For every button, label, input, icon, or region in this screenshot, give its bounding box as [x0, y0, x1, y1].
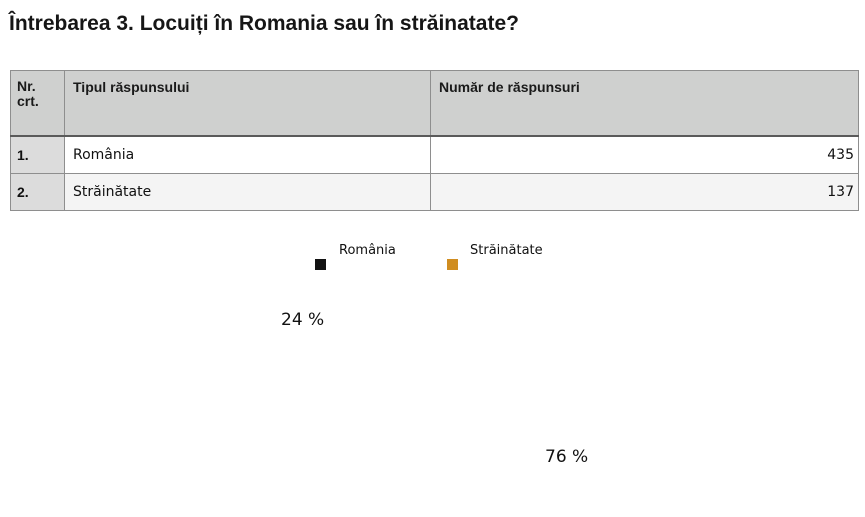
row-type: România: [64, 135, 431, 174]
legend-swatch-romania: [315, 259, 326, 270]
legend-label-romania: România: [339, 243, 396, 258]
legend-label-strainatate: Străinătate: [470, 243, 543, 258]
question-title: Întrebarea 3. Locuiți în Romania sau în …: [9, 12, 519, 35]
row-nr: 1.: [10, 135, 65, 174]
pie-label-strainatate: 24 %: [281, 310, 325, 330]
table-row: 2. Străinătate 137: [10, 173, 859, 211]
header-nr: Nr. crt.: [10, 70, 65, 137]
header-type: Tipul răspunsului: [64, 70, 431, 137]
row-nr: 2.: [10, 173, 65, 211]
row-count: 435: [430, 135, 859, 174]
pie-label-romania: 76 %: [545, 447, 589, 467]
legend-swatch-strainatate: [447, 259, 458, 270]
answers-table: Nr. crt. Tipul răspunsului Număr de răsp…: [10, 70, 859, 211]
row-type: Străinătate: [64, 173, 431, 211]
row-count: 137: [430, 173, 859, 211]
table-header-row: Nr. crt. Tipul răspunsului Număr de răsp…: [10, 70, 859, 137]
header-count: Număr de răspunsuri: [430, 70, 859, 137]
table-row: 1. România 435: [10, 135, 859, 174]
